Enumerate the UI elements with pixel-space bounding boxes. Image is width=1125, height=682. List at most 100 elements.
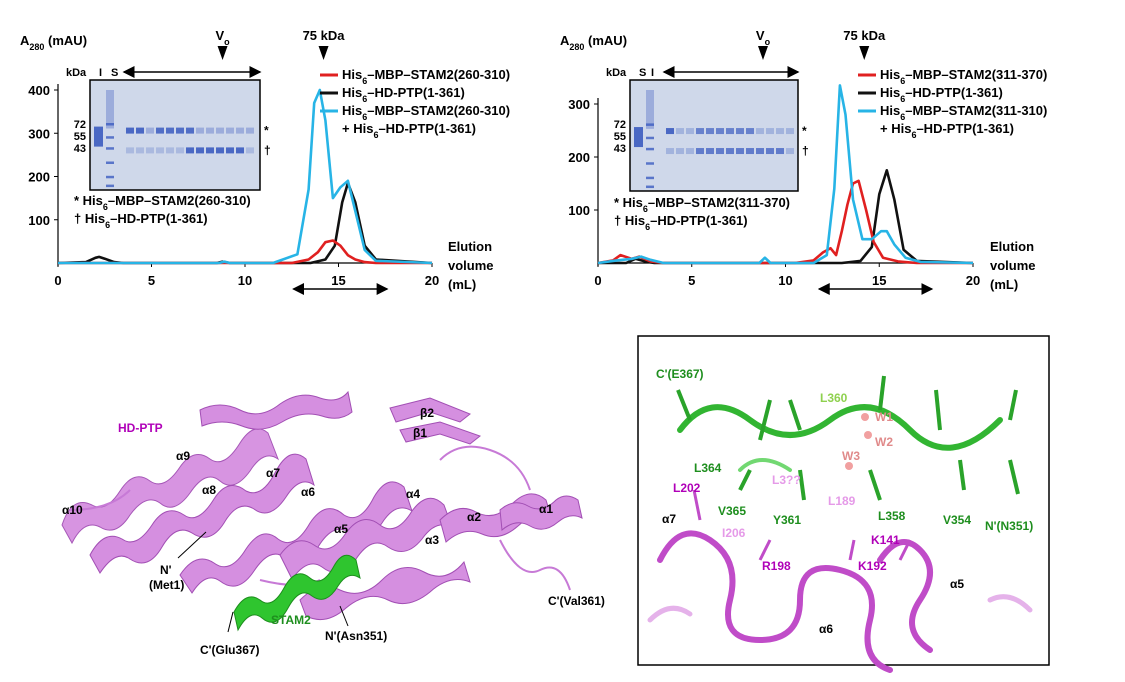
gel-band-upper bbox=[776, 128, 784, 135]
gel-ladder-band bbox=[646, 176, 654, 180]
y-tick-label: 200 bbox=[568, 150, 590, 165]
legend-entry: His6–MBP–STAM2(260-310) bbox=[342, 67, 510, 86]
marker-label: Vo bbox=[215, 28, 230, 47]
gel-band-upper bbox=[696, 128, 704, 135]
gel-annotation: † His6–HD-PTP(1-361) bbox=[74, 211, 208, 230]
gel-ladder-smear bbox=[106, 90, 114, 129]
structure-labels: HD-PTP α10 α9 α8 α7 α6 α5 α4 α3 α2 α1 β2… bbox=[62, 406, 605, 657]
series-line-red bbox=[58, 239, 432, 265]
legend-entry: His6–HD-PTP(1-361) bbox=[880, 85, 1003, 104]
n-terminus-label: N' bbox=[160, 563, 172, 577]
x-tick-label: 0 bbox=[594, 273, 601, 288]
gel-ladder-band bbox=[646, 185, 654, 189]
gel-image bbox=[89, 79, 261, 191]
marker-arrow bbox=[758, 46, 768, 60]
gel-band-lower bbox=[126, 147, 134, 154]
n-terminus-residue: (Met1) bbox=[149, 578, 184, 592]
legend-entry: + His6–HD-PTP(1-361) bbox=[342, 121, 476, 140]
gel-ladder-smear bbox=[646, 90, 654, 129]
gel-band-lower bbox=[166, 147, 174, 154]
chart-panel-left: 100 200 300 400 0 5 10 15 20 A280 (mAU) Elution vol… bbox=[20, 28, 510, 295]
gel-lane-label: S bbox=[111, 67, 118, 79]
residue-label: I206 bbox=[722, 526, 746, 540]
gel-band-upper bbox=[686, 128, 694, 135]
gel-band-lower bbox=[726, 148, 734, 155]
strand-label: β2 bbox=[420, 406, 434, 420]
gel-band-lower bbox=[786, 148, 794, 155]
gel-band-upper bbox=[226, 127, 234, 134]
gel-band-upper bbox=[176, 127, 184, 134]
gel-band-upper bbox=[706, 128, 714, 135]
residue-label: K141 bbox=[871, 533, 900, 547]
gel-band-upper bbox=[716, 128, 724, 135]
x-axis-title: Elution bbox=[448, 239, 492, 254]
gel-band-mark: * bbox=[264, 124, 269, 138]
y-axis-title: A280 (mAU) bbox=[560, 33, 627, 52]
legend-entry: His6–MBP–STAM2(311-370) bbox=[880, 67, 1047, 86]
residue-label: K192 bbox=[858, 559, 887, 573]
gel-image bbox=[629, 79, 799, 192]
helix-label: α4 bbox=[406, 487, 420, 501]
series-line-cyan bbox=[597, 84, 974, 265]
gel-band-lower bbox=[756, 148, 764, 155]
gel-band-upper bbox=[206, 127, 214, 134]
residue-label: C'(E367) bbox=[656, 367, 704, 381]
marker-arrow bbox=[859, 46, 870, 60]
y-tick-label: 100 bbox=[28, 213, 50, 228]
inset-labels: C'(E367) L364 V365 Y361 L358 V354 N'(N35… bbox=[656, 367, 1033, 636]
helix-label: α8 bbox=[202, 483, 216, 497]
gel-ladder-band bbox=[106, 161, 114, 164]
residue-label: L364 bbox=[694, 461, 722, 475]
strand-label: β1 bbox=[413, 426, 427, 440]
gel-band-lower bbox=[776, 148, 784, 155]
gel-ladder-band bbox=[646, 147, 654, 151]
residue-label: L360 bbox=[820, 391, 848, 405]
y-tick-label: 400 bbox=[28, 83, 50, 98]
gel-lane-label: I bbox=[651, 67, 654, 79]
gel-band-lower bbox=[246, 147, 254, 154]
gel-band-upper bbox=[166, 127, 174, 134]
gel-band-lower bbox=[766, 148, 774, 155]
inset-frame bbox=[637, 335, 1050, 666]
gel-input-lane bbox=[634, 127, 643, 148]
x-tick-label: 10 bbox=[238, 273, 252, 288]
residue-label: N'(N351) bbox=[985, 519, 1033, 533]
inset-sidechains bbox=[676, 375, 1020, 501]
pointer-lines bbox=[177, 531, 349, 633]
marker-label: 75 kDa bbox=[843, 28, 886, 43]
helix-label: α2 bbox=[467, 510, 481, 524]
gel-band-lower bbox=[736, 148, 744, 155]
inset-backbone bbox=[647, 404, 1033, 673]
hd-ptp-ribbon bbox=[61, 390, 583, 621]
gel-band-upper bbox=[736, 128, 744, 135]
gel-annotation: * His6–MBP–STAM2(260-310) bbox=[74, 193, 251, 212]
helix-label: α5 bbox=[950, 577, 964, 591]
marker-arrow bbox=[318, 46, 329, 60]
gel-mw-label: 55 bbox=[614, 131, 626, 143]
gel-mw-label: 55 bbox=[74, 131, 86, 143]
helix-label: α7 bbox=[662, 512, 676, 526]
x-tick-label: 20 bbox=[425, 273, 439, 288]
series-line-cyan bbox=[58, 88, 433, 265]
y-tick-label: 300 bbox=[568, 97, 590, 112]
x-tick-label: 0 bbox=[54, 273, 61, 288]
water-label: W3 bbox=[842, 449, 860, 463]
gel-kda-header: kDa bbox=[606, 67, 627, 79]
legend-entry: + His6–HD-PTP(1-361) bbox=[880, 121, 1014, 140]
gel-input-lane bbox=[94, 126, 103, 147]
residue-label: L358 bbox=[878, 509, 906, 523]
gel-band-lower bbox=[236, 147, 244, 154]
helix-label: α6 bbox=[301, 485, 315, 499]
gel-band-upper bbox=[156, 127, 164, 134]
gel-band-lower bbox=[196, 147, 204, 154]
gel-band-lower bbox=[686, 148, 694, 155]
y-tick-label: 200 bbox=[28, 170, 50, 185]
gel-band-lower bbox=[136, 147, 144, 154]
chart-panel-right: 100 200 300 0 5 10 15 20 A280 (mAU) Elution volume… bbox=[560, 28, 1047, 295]
gel-ladder-band bbox=[106, 147, 114, 150]
gel-band-lower bbox=[696, 148, 704, 155]
stam2-helix bbox=[233, 554, 361, 632]
residue-label: V365 bbox=[718, 504, 746, 518]
inset-waters bbox=[845, 413, 872, 470]
